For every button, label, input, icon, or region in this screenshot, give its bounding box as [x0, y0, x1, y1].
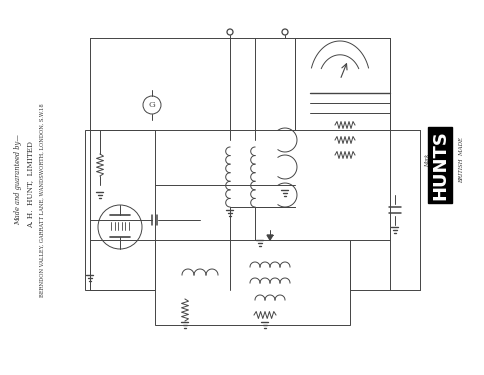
Circle shape: [227, 29, 232, 35]
Text: HUNTS: HUNTS: [430, 130, 448, 200]
Text: BRITISH  MADE: BRITISH MADE: [458, 137, 464, 183]
Circle shape: [143, 96, 161, 114]
Text: A. H.  HUNT,  LIMITED: A. H. HUNT, LIMITED: [26, 141, 34, 228]
Circle shape: [98, 205, 142, 249]
Bar: [85, 130, 155, 290]
Circle shape: [281, 29, 287, 35]
Polygon shape: [267, 235, 272, 240]
Text: BERNDON VALLEY, GARRATT LANE, WANDSWORTH, LONDON, S.W.18: BERNDON VALLEY, GARRATT LANE, WANDSWORTH…: [39, 103, 45, 297]
Text: Made and guaranteed by—: Made and guaranteed by—: [14, 135, 22, 225]
Text: Mark: Mark: [424, 153, 430, 166]
Bar: [294, 38, 389, 130]
Text: G: G: [148, 101, 155, 109]
Text: Trade: Trade: [449, 153, 454, 167]
Bar: [155, 240, 349, 325]
